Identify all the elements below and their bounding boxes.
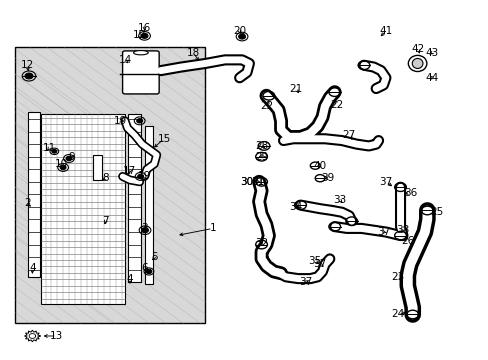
Text: 27: 27: [342, 130, 355, 140]
Circle shape: [238, 34, 245, 39]
Text: 9: 9: [68, 152, 75, 162]
Ellipse shape: [407, 55, 426, 72]
Text: 35: 35: [308, 256, 321, 266]
Text: 2: 2: [24, 198, 31, 208]
Circle shape: [138, 174, 143, 179]
Text: 1: 1: [209, 224, 216, 233]
Text: 17: 17: [123, 166, 136, 176]
FancyBboxPatch shape: [122, 51, 159, 94]
Text: 40: 40: [313, 161, 326, 171]
Bar: [27, 112, 40, 277]
Text: 13: 13: [50, 331, 63, 341]
Text: 30: 30: [240, 177, 253, 187]
Text: 28: 28: [254, 141, 267, 151]
Circle shape: [137, 119, 142, 123]
Bar: [41, 114, 125, 304]
Circle shape: [52, 149, 57, 153]
Polygon shape: [24, 330, 40, 342]
Text: 24: 24: [391, 310, 404, 319]
Text: 8: 8: [102, 173, 109, 183]
Text: 12: 12: [21, 60, 34, 70]
Text: 22: 22: [259, 102, 272, 112]
Text: 32: 32: [254, 238, 267, 248]
Text: 14: 14: [118, 55, 131, 65]
Text: 6: 6: [141, 263, 147, 273]
Text: 20: 20: [233, 26, 245, 36]
Text: 10: 10: [55, 159, 68, 169]
Text: 7: 7: [102, 216, 109, 226]
Circle shape: [142, 228, 148, 233]
Text: 44: 44: [425, 73, 438, 83]
Text: 31: 31: [251, 177, 264, 187]
Text: 4: 4: [29, 263, 36, 273]
Text: 21: 21: [288, 84, 302, 94]
Circle shape: [25, 73, 33, 79]
Circle shape: [146, 269, 152, 274]
Text: 36: 36: [403, 188, 416, 198]
Text: 42: 42: [410, 44, 424, 54]
Text: 23: 23: [391, 272, 404, 282]
Text: 3: 3: [141, 224, 147, 233]
Text: 30: 30: [240, 177, 253, 187]
Ellipse shape: [133, 50, 148, 55]
Text: 16: 16: [138, 23, 151, 33]
Text: 22: 22: [330, 100, 343, 110]
Text: 19: 19: [133, 30, 146, 40]
Circle shape: [141, 33, 148, 39]
Text: 33: 33: [332, 195, 346, 205]
Text: 19: 19: [113, 116, 126, 126]
Bar: [144, 126, 153, 284]
Bar: [93, 155, 102, 180]
Text: 37: 37: [376, 227, 389, 237]
Text: 26: 26: [401, 236, 414, 246]
Text: 25: 25: [429, 207, 443, 217]
Polygon shape: [15, 47, 205, 323]
Text: 31: 31: [251, 177, 264, 187]
Circle shape: [66, 156, 72, 161]
Text: 29: 29: [254, 152, 267, 162]
Text: 37: 37: [298, 277, 311, 287]
Ellipse shape: [411, 58, 422, 68]
Circle shape: [60, 165, 66, 170]
Text: 43: 43: [425, 48, 438, 58]
Text: 37: 37: [379, 177, 392, 187]
Bar: [128, 114, 141, 282]
Text: 39: 39: [320, 173, 333, 183]
Text: 18: 18: [186, 48, 200, 58]
Text: 5: 5: [151, 252, 157, 262]
Text: 37: 37: [313, 259, 326, 269]
Text: 11: 11: [43, 143, 56, 153]
Text: 41: 41: [379, 26, 392, 36]
Text: 34: 34: [288, 202, 302, 212]
Text: 19: 19: [138, 171, 151, 181]
Text: 38: 38: [396, 225, 409, 235]
Text: 4: 4: [126, 274, 133, 284]
Text: 15: 15: [157, 134, 170, 144]
